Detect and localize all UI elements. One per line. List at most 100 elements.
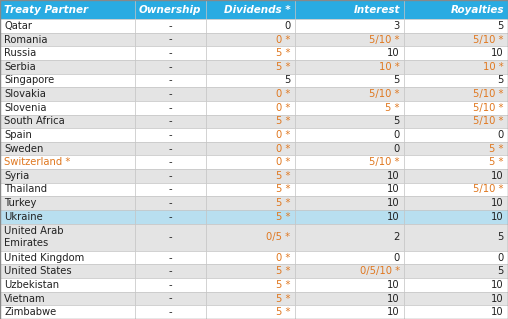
Text: 10: 10 xyxy=(491,293,504,304)
Text: Thailand: Thailand xyxy=(4,184,47,195)
Text: United Kingdom: United Kingdom xyxy=(4,253,84,263)
Bar xyxy=(295,224,404,251)
Text: Treaty Partner: Treaty Partner xyxy=(4,4,88,15)
Bar xyxy=(135,33,206,46)
Bar xyxy=(135,292,206,305)
Bar xyxy=(404,46,508,60)
Bar xyxy=(0,128,135,142)
Text: -: - xyxy=(168,89,172,99)
Bar xyxy=(295,115,404,128)
Text: 5 *: 5 * xyxy=(276,212,291,222)
Bar xyxy=(295,196,404,210)
Text: Russia: Russia xyxy=(4,48,36,58)
Text: 0 *: 0 * xyxy=(276,103,291,113)
Text: Zimbabwe: Zimbabwe xyxy=(4,307,56,317)
Bar xyxy=(404,33,508,46)
Text: Qatar: Qatar xyxy=(4,21,32,31)
Bar xyxy=(404,60,508,74)
Text: 10: 10 xyxy=(491,212,504,222)
Bar xyxy=(206,0,295,19)
Text: Romania: Romania xyxy=(4,34,48,45)
Text: 0 *: 0 * xyxy=(276,157,291,167)
Text: 0/5/10 *: 0/5/10 * xyxy=(360,266,400,276)
Text: 0: 0 xyxy=(498,130,504,140)
Bar xyxy=(206,210,295,224)
Text: Spain: Spain xyxy=(4,130,32,140)
Bar xyxy=(404,128,508,142)
Text: -: - xyxy=(168,34,172,45)
Bar xyxy=(295,0,404,19)
Text: 2: 2 xyxy=(393,232,400,242)
Bar xyxy=(295,278,404,292)
Text: 10: 10 xyxy=(387,48,400,58)
Text: Switzerland *: Switzerland * xyxy=(4,157,71,167)
Bar xyxy=(404,101,508,115)
Bar xyxy=(404,183,508,196)
Bar xyxy=(404,19,508,33)
Bar xyxy=(0,0,135,19)
Bar xyxy=(295,305,404,319)
Text: 5: 5 xyxy=(284,75,291,85)
Bar xyxy=(295,128,404,142)
Bar xyxy=(295,292,404,305)
Bar xyxy=(404,210,508,224)
Text: 5 *: 5 * xyxy=(276,171,291,181)
Text: South Africa: South Africa xyxy=(4,116,65,126)
Bar xyxy=(295,33,404,46)
Bar xyxy=(135,19,206,33)
Text: 5 *: 5 * xyxy=(385,103,400,113)
Text: 0 *: 0 * xyxy=(276,253,291,263)
Text: 5/10 *: 5/10 * xyxy=(473,184,504,195)
Bar xyxy=(206,33,295,46)
Text: 5/10 *: 5/10 * xyxy=(369,34,400,45)
Bar xyxy=(206,278,295,292)
Bar xyxy=(206,292,295,305)
Bar xyxy=(135,87,206,101)
Text: -: - xyxy=(168,62,172,72)
Text: 5 *: 5 * xyxy=(276,184,291,195)
Bar xyxy=(0,305,135,319)
Text: 0 *: 0 * xyxy=(276,130,291,140)
Bar xyxy=(206,142,295,155)
Bar xyxy=(404,292,508,305)
Bar xyxy=(0,264,135,278)
Text: 0: 0 xyxy=(394,144,400,153)
Bar xyxy=(0,142,135,155)
Text: 5/10 *: 5/10 * xyxy=(473,34,504,45)
Text: -: - xyxy=(168,212,172,222)
Bar xyxy=(135,251,206,264)
Text: -: - xyxy=(168,103,172,113)
Text: -: - xyxy=(168,307,172,317)
Text: 5: 5 xyxy=(497,266,504,276)
Text: -: - xyxy=(168,21,172,31)
Bar xyxy=(135,46,206,60)
Text: -: - xyxy=(168,144,172,153)
Text: -: - xyxy=(168,280,172,290)
Bar xyxy=(206,169,295,183)
Bar xyxy=(206,19,295,33)
Text: 5 *: 5 * xyxy=(276,48,291,58)
Text: -: - xyxy=(168,232,172,242)
Text: 5 *: 5 * xyxy=(276,280,291,290)
Bar xyxy=(0,183,135,196)
Text: 5 *: 5 * xyxy=(489,157,504,167)
Text: 0 *: 0 * xyxy=(276,34,291,45)
Text: 5/10 *: 5/10 * xyxy=(473,89,504,99)
Bar xyxy=(0,33,135,46)
Text: 10: 10 xyxy=(387,212,400,222)
Bar xyxy=(404,278,508,292)
Bar xyxy=(135,264,206,278)
Bar xyxy=(295,87,404,101)
Text: 5 *: 5 * xyxy=(276,198,291,208)
Bar xyxy=(206,46,295,60)
Text: -: - xyxy=(168,253,172,263)
Text: Slovenia: Slovenia xyxy=(4,103,47,113)
Text: United States: United States xyxy=(4,266,72,276)
Text: 10: 10 xyxy=(387,171,400,181)
Text: Slovakia: Slovakia xyxy=(4,89,46,99)
Text: -: - xyxy=(168,130,172,140)
Bar xyxy=(135,60,206,74)
Bar xyxy=(206,60,295,74)
Bar xyxy=(206,128,295,142)
Bar xyxy=(135,278,206,292)
